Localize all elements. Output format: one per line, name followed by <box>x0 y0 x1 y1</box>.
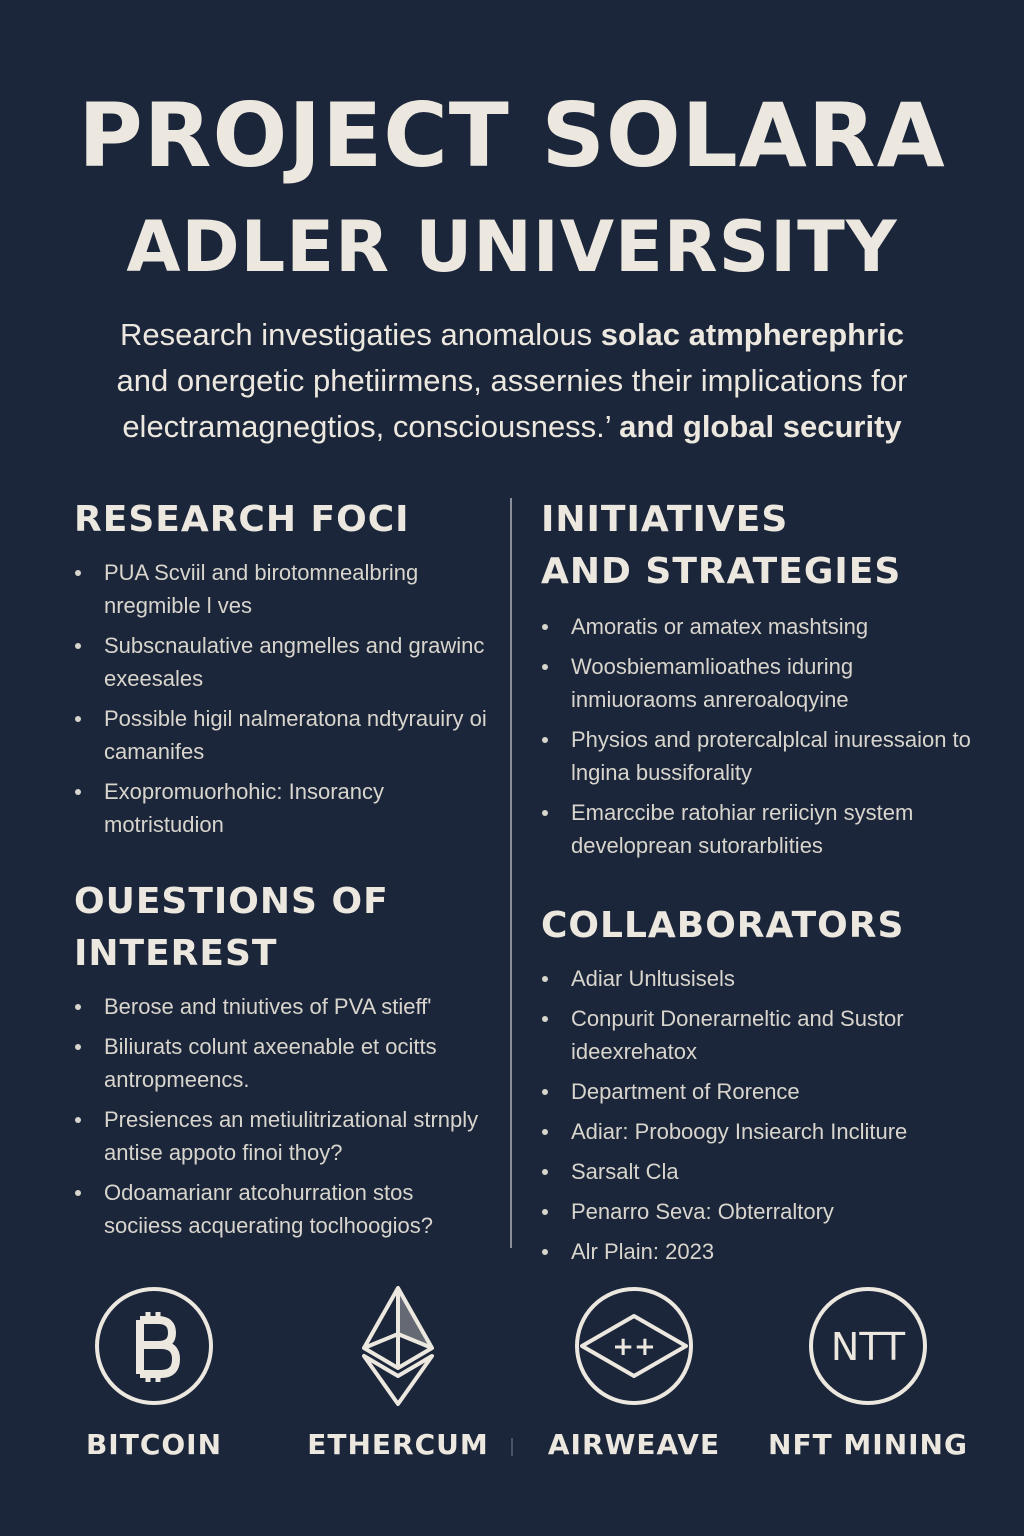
list-item: Penarro Seva: Obterraltory <box>541 1195 971 1228</box>
nft-label: NFT MINING <box>768 1428 968 1461</box>
list-item: Possible higil nalmeratona ndtyrauiry oi… <box>74 702 494 768</box>
airweave-label: AIRWEAVE <box>547 1428 721 1461</box>
collaborators-list: Adiar Unltusisels Conpurit Donerarneltic… <box>541 962 971 1268</box>
list-item: PUA Scviil and birotomnealbring nregmibl… <box>74 556 494 622</box>
initiatives-list: Amoratis or amatex mashtsing Woosbiemaml… <box>541 610 971 862</box>
list-item: Exopromuorhohic: Insorancy motristudion <box>74 775 494 841</box>
initiatives-section: INITIATIVES AND STRATEGIES Amoratis or a… <box>541 494 971 869</box>
list-item: Emarccibe ratohiar reriiciyn system deve… <box>541 796 971 862</box>
bitcoin-item: BITCOIN <box>34 1284 274 1461</box>
research-foci-section: RESEARCH FOCI PUA Scviil and birotomneal… <box>74 494 494 848</box>
questions-heading-line-2: INTEREST <box>74 933 278 974</box>
questions-list: Berose and tniutives of PVA stieff' Bili… <box>74 990 494 1242</box>
list-item: Adiar Unltusisels <box>541 962 971 995</box>
page-title: PROJECT SOLARA <box>78 84 946 187</box>
intro-paragraph: Research investigaties anomalous solac a… <box>60 312 964 450</box>
research-foci-heading: RESEARCH FOCI <box>74 499 410 540</box>
list-item: Subscnaulative angmelles and grawinc exe… <box>74 629 494 695</box>
intro-line-1-text: Research investigaties anomalous <box>120 317 601 352</box>
questions-section: OUESTIONS OF INTEREST Berose and tniutiv… <box>74 876 494 1249</box>
list-item: Physios and protercalplcal inuressaion t… <box>541 723 971 789</box>
list-item: Berose and tniutives of PVA stieff' <box>74 990 494 1023</box>
ethereum-label: ETHERCUM <box>307 1428 489 1461</box>
initiatives-heading-line-1: INITIATIVES <box>541 499 789 540</box>
list-item: Alr Plain: 2023 <box>541 1235 971 1268</box>
collaborators-heading: COLLABORATORS <box>541 905 905 946</box>
list-item: Amoratis or amatex mashtsing <box>541 610 971 643</box>
nft-glyph: NTT <box>831 1325 906 1369</box>
list-item: Sarsalt Cla <box>541 1155 971 1188</box>
list-item: Presiences an metiulitrizational strnply… <box>74 1103 494 1169</box>
list-item: Odoamarianr atcohurration stos sociiess … <box>74 1176 494 1242</box>
label-separator <box>511 1438 513 1456</box>
research-foci-list: PUA Scviil and birotomnealbring nregmibl… <box>74 556 494 841</box>
list-item: Biliurats colunt axeenable et ocitts ant… <box>74 1030 494 1096</box>
nft-icon: NTT <box>748 1284 988 1408</box>
intro-line-3: electramagnegtios, consciousness.’ and g… <box>60 404 964 450</box>
list-item: Department of Rorence <box>541 1075 971 1108</box>
airweave-glyph: ++ <box>612 1332 656 1362</box>
list-item: Woosbiemamlioathes iduring inmiuoraoms a… <box>541 650 971 716</box>
icon-row: BITCOIN ETHERCUM <box>0 1284 1024 1484</box>
list-item: Adiar: Proboogy Insiearch Incliture <box>541 1115 971 1148</box>
intro-line-3-text: electramagnegtios, consciousness.’ <box>122 409 620 444</box>
initiatives-heading-line-2: AND STRATEGIES <box>541 551 902 592</box>
ethereum-item: ETHERCUM <box>278 1284 518 1461</box>
intro-line-1-bold: solac atmpherephric <box>600 317 904 352</box>
collaborators-section: COLLABORATORS Adiar Unltusisels Conpurit… <box>541 900 971 1275</box>
airweave-item: ++ AIRWEAVE <box>514 1284 754 1461</box>
intro-line-3-bold: and global security <box>619 409 902 444</box>
ethereum-icon <box>278 1284 518 1408</box>
bitcoin-icon <box>34 1284 274 1408</box>
list-item: Conpurit Donerarneltic and Sustor ideexr… <box>541 1002 971 1068</box>
column-divider <box>510 498 512 1248</box>
nft-item: NTT NFT MINING <box>748 1284 988 1461</box>
intro-line-2: and onergetic phetiirmens, assernies the… <box>116 363 908 398</box>
questions-heading-line-1: OUESTIONS OF <box>74 881 389 922</box>
initiatives-heading: INITIATIVES AND STRATEGIES <box>541 494 971 598</box>
questions-heading: OUESTIONS OF INTEREST <box>74 876 494 980</box>
page-subtitle: ADLER UNIVERSITY <box>126 206 898 288</box>
bitcoin-label: BITCOIN <box>85 1428 223 1461</box>
intro-line-1: Research investigaties anomalous solac a… <box>60 312 964 358</box>
airweave-icon: ++ <box>514 1284 754 1408</box>
